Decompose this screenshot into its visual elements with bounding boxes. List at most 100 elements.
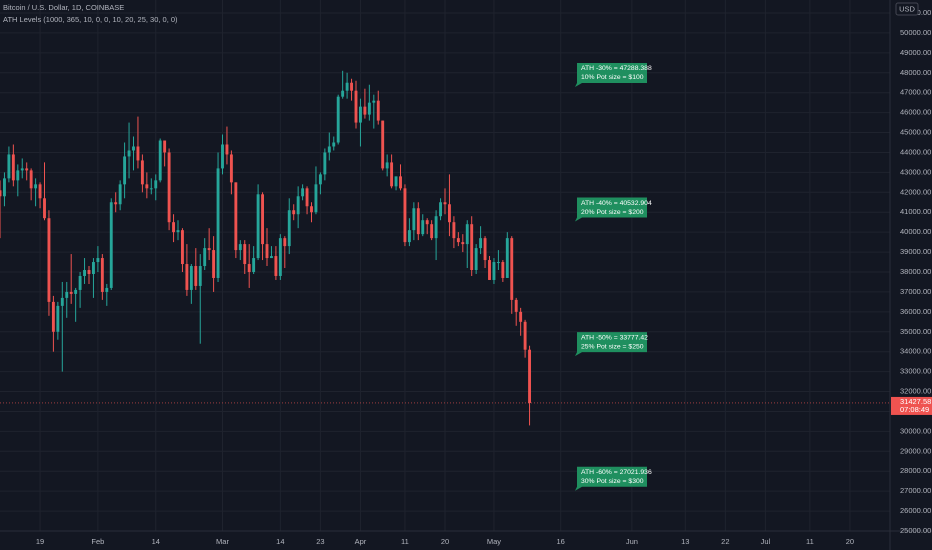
y-tick-label: 46000.00 [900, 108, 931, 117]
candle-body [47, 218, 51, 302]
x-tick-label: Jul [761, 537, 771, 546]
y-tick-label: 40000.00 [900, 227, 931, 236]
candle-body [25, 168, 29, 171]
candle-body [11, 154, 15, 181]
candle-body [399, 176, 402, 189]
candle-body [292, 210, 296, 215]
y-tick-label: 42000.00 [900, 187, 931, 196]
candle-body [310, 206, 313, 213]
candle-body [443, 202, 447, 205]
candle-body [416, 208, 420, 235]
annotation-text: ATH -40% = 40532.904 [581, 200, 652, 207]
y-tick-label: 45000.00 [900, 128, 931, 137]
candle-body [238, 244, 242, 251]
candle-body [336, 96, 340, 143]
candle-body [354, 90, 358, 123]
candle-body [136, 146, 140, 161]
candle-body [74, 289, 78, 294]
candle-body [198, 266, 202, 286]
y-tick-label: 43000.00 [900, 167, 931, 176]
candle-body [34, 184, 38, 189]
candle-body [167, 152, 171, 223]
candle-body [274, 256, 278, 276]
y-tick-label: 37000.00 [900, 287, 931, 296]
annotation-box [575, 62, 647, 87]
candle-body [350, 82, 353, 91]
candle-body [221, 144, 224, 169]
candle-body [185, 264, 189, 290]
x-tick-label: 14 [152, 537, 160, 546]
candle-body [203, 248, 207, 267]
annotation-box [575, 197, 647, 222]
candle-body [483, 238, 487, 261]
candle-body [0, 190, 2, 197]
x-tick-label: 19 [36, 537, 44, 546]
x-tick-label: 11 [401, 537, 409, 546]
candle-body [118, 184, 122, 205]
candle-body [403, 188, 407, 243]
candle-body [265, 244, 269, 259]
candle-body [492, 262, 496, 280]
annotation-text: 10% Pot size = $100 [581, 74, 644, 81]
candle-body [363, 106, 367, 115]
x-tick-label: May [487, 537, 501, 546]
candle-body [412, 208, 416, 231]
candle-body [332, 142, 336, 147]
candle-body [87, 270, 91, 274]
candle-body [407, 230, 411, 243]
annotation-text: ATH -60% = 27021.936 [581, 469, 652, 476]
annotation-text: 30% Pot size = $300 [581, 478, 644, 485]
currency-box[interactable] [895, 2, 919, 16]
candle-body [65, 291, 69, 298]
y-tick-label: 34000.00 [900, 347, 931, 356]
candle-body [372, 100, 376, 103]
candle-body [100, 258, 104, 292]
x-tick-label: 13 [681, 537, 689, 546]
candle-body [434, 216, 438, 239]
candle-body [519, 311, 523, 322]
candle-body [158, 140, 162, 181]
candle-body [345, 82, 349, 91]
x-tick-label: 11 [806, 537, 814, 546]
candle-body [261, 194, 264, 245]
candle-body [69, 291, 73, 294]
y-tick-label: 33000.00 [900, 367, 931, 376]
candle-body [505, 238, 509, 278]
x-tick-label: Feb [91, 537, 104, 546]
candle-body [140, 160, 144, 185]
candle-body [323, 152, 327, 175]
candle-body [83, 270, 86, 276]
candle-body [452, 222, 456, 239]
candle-body [439, 202, 442, 217]
y-tick-label: 28000.00 [900, 466, 931, 475]
indicator-label: ATH Levels (1000, 365, 10, 0, 0, 10, 20,… [3, 15, 178, 24]
y-tick-label: 49000.00 [900, 48, 931, 57]
currency-label[interactable]: USD [899, 4, 915, 13]
candle-body [189, 266, 193, 290]
y-tick-label: 25000.00 [900, 526, 931, 535]
countdown-label: 07:08:49 [900, 405, 929, 414]
candle-body [448, 204, 451, 223]
candle-body [20, 168, 24, 171]
y-tick-label: 41000.00 [900, 207, 931, 216]
candle-body [96, 258, 100, 263]
candle-body [296, 196, 300, 215]
candle-body [390, 162, 394, 187]
candle-body [154, 180, 158, 189]
candle-body [394, 176, 398, 187]
candle-body [528, 349, 531, 403]
candle-body [318, 174, 322, 185]
candle-body [314, 184, 318, 213]
candle-body [430, 224, 434, 239]
candle-body [510, 238, 514, 300]
candle-body [194, 266, 198, 286]
y-tick-label: 47000.00 [900, 88, 931, 97]
last-price-label: 31427.58 [900, 397, 931, 406]
candle-body [114, 202, 118, 205]
candle-body [256, 194, 260, 259]
candle-body [470, 224, 474, 271]
candle-body [43, 198, 46, 219]
candle-body [385, 162, 389, 169]
candle-body [60, 297, 64, 306]
